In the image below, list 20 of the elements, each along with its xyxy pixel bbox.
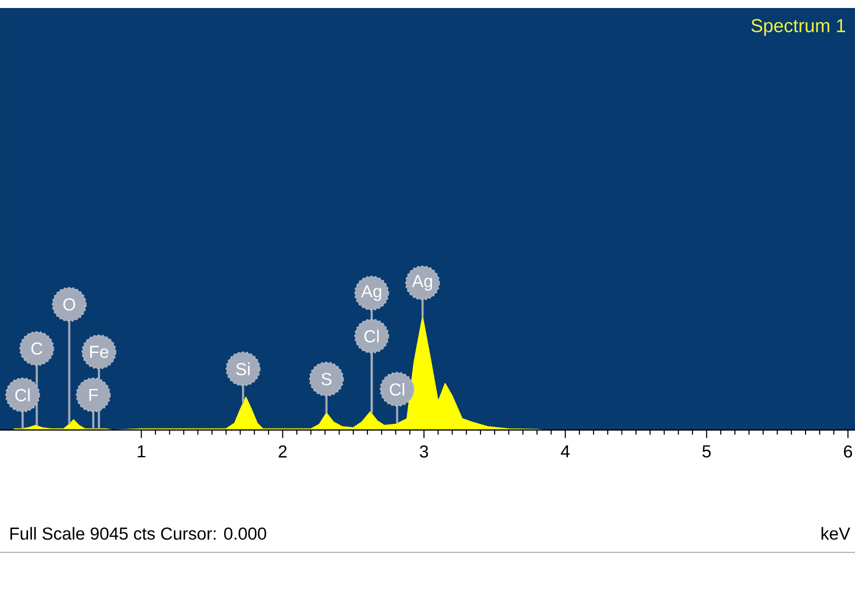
annotation: Ag bbox=[361, 285, 382, 301]
x-tick-label: 6 bbox=[844, 445, 852, 458]
chart-title: Spectrum 1 bbox=[751, 19, 846, 36]
x-tick-label: 2 bbox=[278, 445, 287, 458]
annotation: F bbox=[89, 388, 98, 401]
annotation: O bbox=[63, 298, 76, 311]
annotation: Cl bbox=[390, 382, 404, 396]
x-tick-label: 5 bbox=[702, 445, 711, 458]
x-tick-label: 4 bbox=[560, 445, 570, 458]
x-axis-title: keV bbox=[822, 527, 850, 540]
annotation: C bbox=[31, 342, 42, 355]
annotation: Ag bbox=[412, 275, 432, 291]
annotation: S bbox=[321, 372, 332, 386]
annotation: Si bbox=[236, 362, 250, 376]
x-tick-label: 3 bbox=[420, 445, 428, 458]
annotation: Cl bbox=[15, 388, 30, 402]
text: Full Scale 9045 cts Cursor: 0.000 bbox=[10, 527, 266, 540]
x-tick-label: 1 bbox=[138, 445, 146, 458]
annotation: Cl bbox=[364, 330, 379, 342]
annotation: Fe bbox=[90, 346, 108, 358]
